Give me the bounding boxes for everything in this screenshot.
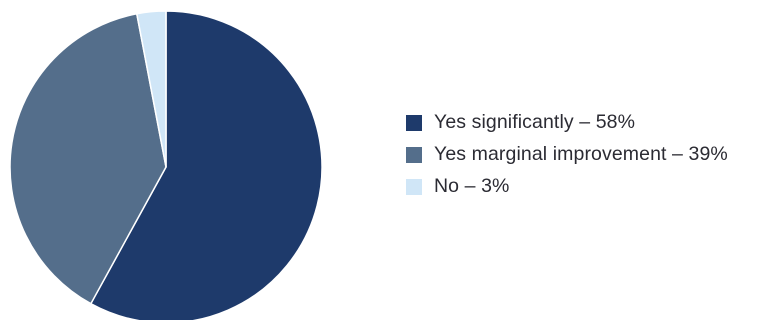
pie-slice-no [136, 10, 167, 168]
legend-swatch [406, 114, 422, 131]
legend-item-no: No – 3% [406, 174, 728, 199]
legend-swatch [406, 146, 422, 163]
legend-swatch [406, 178, 422, 195]
legend-item-yes-marginal-improvement: Yes marginal improvement – 39% [406, 142, 728, 167]
pie-slice-yes-marginal-improvement [9, 13, 167, 305]
legend-item-yes-significantly: Yes significantly – 58% [406, 110, 728, 135]
chart-legend: Yes significantly – 58% Yes marginal imp… [406, 110, 728, 199]
pie-slice-yes-significantly [90, 10, 323, 320]
legend-label: No – 3% [434, 175, 510, 197]
legend-label: Yes marginal improvement – 39% [434, 143, 728, 165]
legend-label: Yes significantly – 58% [434, 111, 636, 133]
